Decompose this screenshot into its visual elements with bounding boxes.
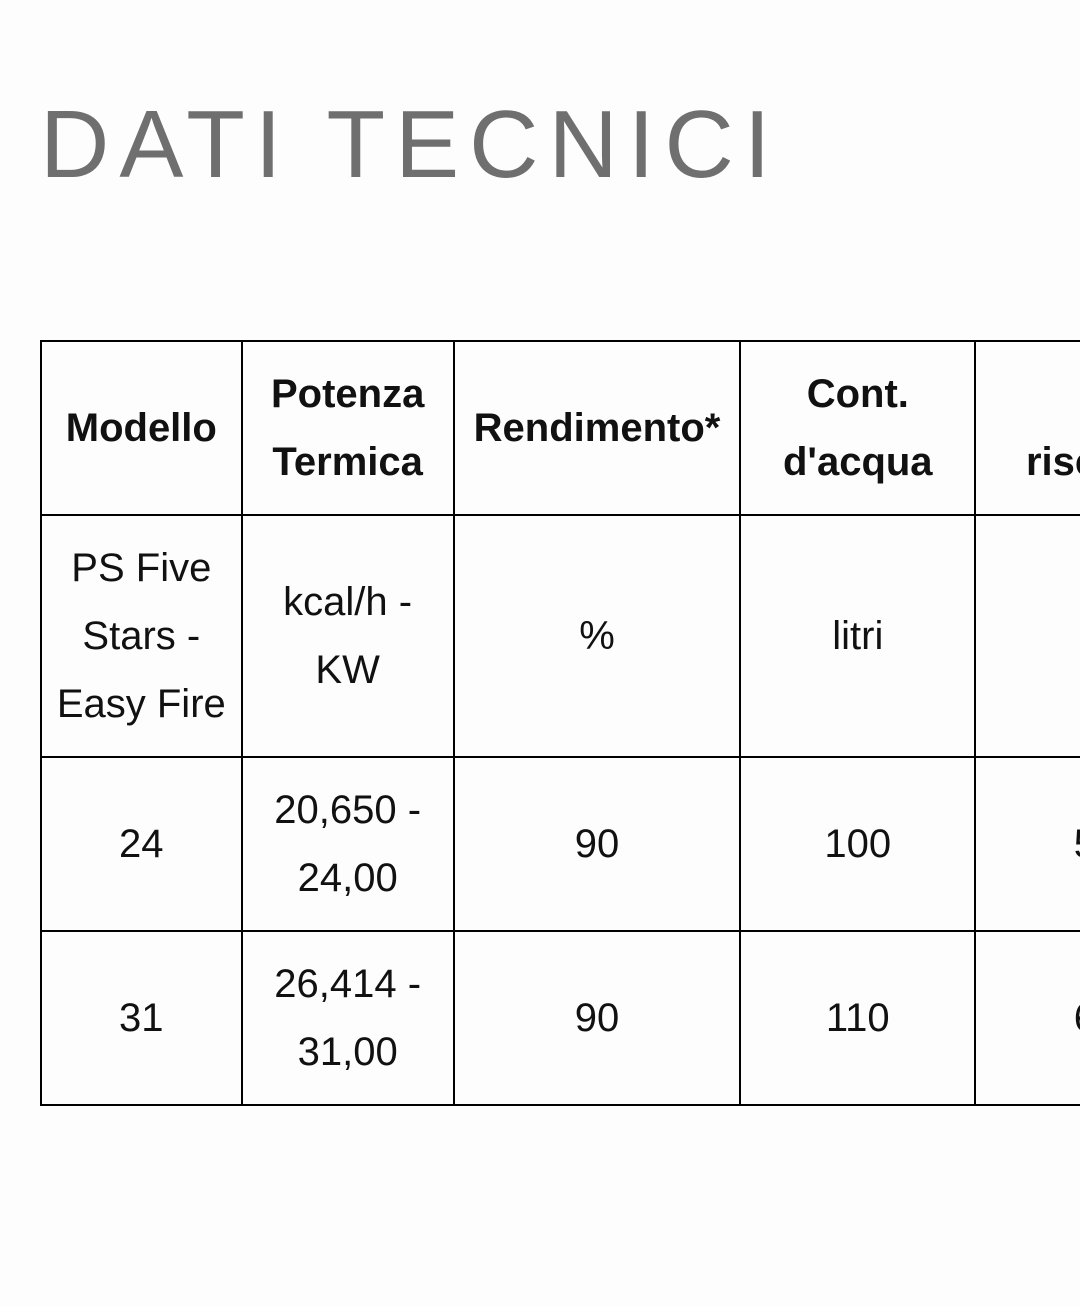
cell-rendimento: 90 <box>454 931 741 1105</box>
cell-potenza: 26,414 - 31,00 <box>242 931 454 1105</box>
col-header-text: Modello <box>66 406 217 450</box>
col-header-text: Potenza <box>271 372 424 416</box>
units-potenza: kcal/h - KW <box>242 515 454 757</box>
units-rendimento: % <box>454 515 741 757</box>
col-header-modello: Modello <box>41 341 242 515</box>
cell-rendimento: 90 <box>454 757 741 931</box>
cell-modello: 31 <box>41 931 242 1105</box>
cell-cont: 100 <box>740 757 975 931</box>
col-header-rendimento: Rendimento* <box>454 341 741 515</box>
col-header-text: Cont. <box>807 372 909 416</box>
table-header-row: Modello Potenza Termica Rendimento* Cont… <box>41 341 1080 515</box>
col-header-text: riscaldal <box>1026 440 1080 484</box>
units-cont: litri <box>740 515 975 757</box>
cell-vrisc: 660 <box>975 931 1080 1105</box>
page-title: DATI TECNICI <box>40 90 1040 200</box>
col-header-text: Termica <box>272 440 422 484</box>
col-header-text: Rendimento* <box>474 406 721 450</box>
units-vrisc: m3 <box>975 515 1080 757</box>
col-header-potenza: Potenza Termica <box>242 341 454 515</box>
page: DATI TECNICI Modello Potenza Termica Ren… <box>0 0 1080 1306</box>
technical-data-table: Modello Potenza Termica Rendimento* Cont… <box>40 340 1080 1106</box>
cell-modello: 24 <box>41 757 242 931</box>
col-header-vrisc: V. riscaldal <box>975 341 1080 515</box>
cell-potenza: 20,650 - 24,00 <box>242 757 454 931</box>
col-header-cont: Cont. d'acqua <box>740 341 975 515</box>
table-row: 31 26,414 - 31,00 90 110 660 <box>41 931 1080 1105</box>
table-row: 24 20,650 - 24,00 90 100 540 <box>41 757 1080 931</box>
table-units-row: PS Five Stars - Easy Fire kcal/h - KW % … <box>41 515 1080 757</box>
cell-cont: 110 <box>740 931 975 1105</box>
col-header-text: d'acqua <box>783 440 933 484</box>
cell-vrisc: 540 <box>975 757 1080 931</box>
units-modello: PS Five Stars - Easy Fire <box>41 515 242 757</box>
